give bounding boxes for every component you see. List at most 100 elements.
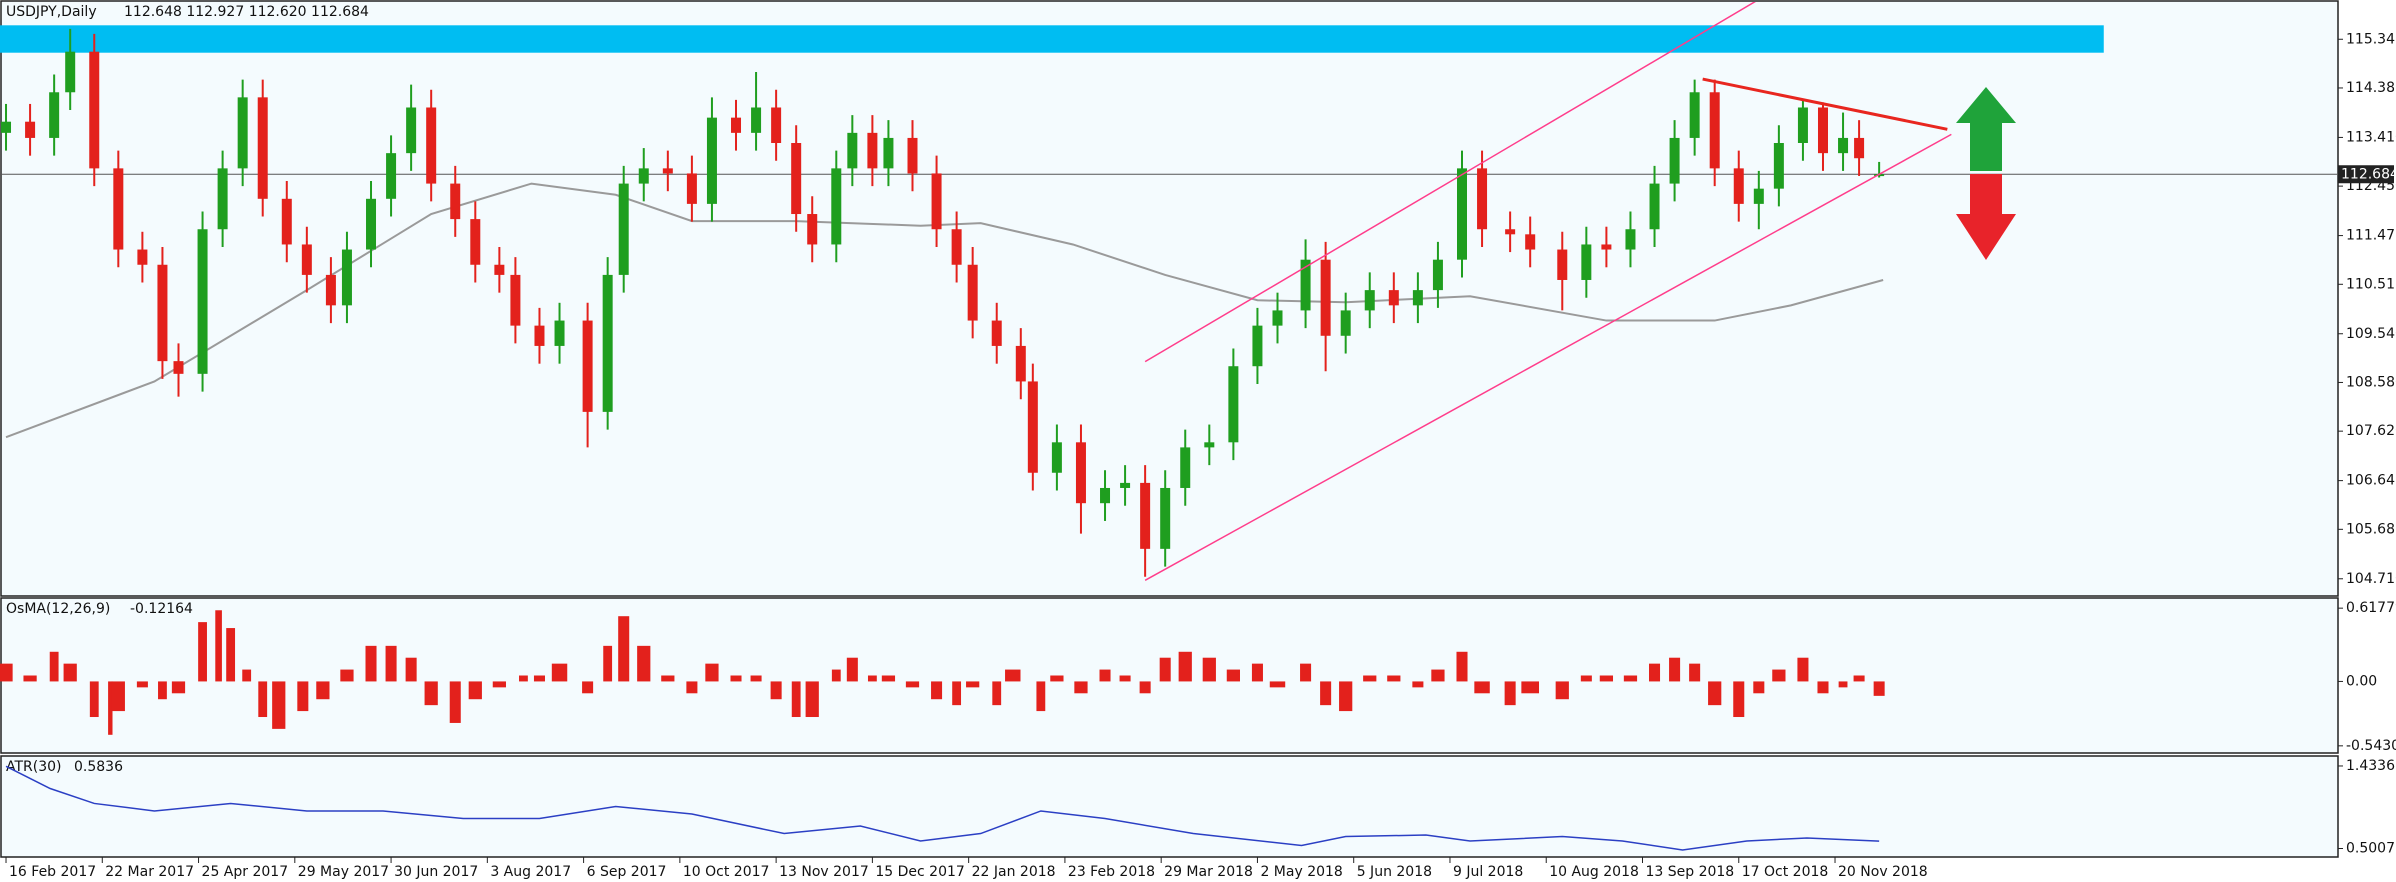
osma-bar (365, 645, 377, 682)
candle-body (494, 264, 505, 275)
osma-bar (618, 616, 630, 682)
x-tick-label: 2 May 2018 (1260, 864, 1342, 880)
candle-body (1753, 188, 1764, 204)
candle-body (1, 121, 12, 133)
osma-bar (1772, 669, 1786, 682)
x-tick-label: 29 Mar 2018 (1164, 864, 1253, 880)
osma-bar (1320, 681, 1332, 706)
osma-bar (108, 681, 113, 735)
candle-body (967, 264, 978, 321)
osma-bar (1363, 675, 1377, 682)
osma-bar (1005, 669, 1021, 682)
candle-body (638, 168, 649, 184)
osma-bar (468, 681, 482, 700)
x-tick-label: 22 Jan 2018 (972, 864, 1056, 880)
moving-average (5, 182, 1884, 439)
candle-body (49, 92, 60, 138)
ohlc-label: 112.648 112.927 112.620 112.684 (124, 4, 369, 20)
candle-body (301, 244, 312, 275)
candle-body (341, 249, 352, 306)
x-tick-label: 20 Nov 2018 (1838, 864, 1928, 880)
osma-bar (992, 681, 1002, 706)
osma-bar (1797, 657, 1809, 682)
candle-body (281, 198, 292, 245)
candle-body (1075, 442, 1086, 504)
candle-body (1228, 366, 1239, 443)
osma-bar (1599, 675, 1614, 682)
candle-body (470, 219, 481, 265)
osma-bar (770, 681, 782, 700)
candle-body (450, 183, 461, 220)
osma-bar (533, 675, 545, 682)
osma-bar (0, 663, 13, 682)
candle-body (1525, 234, 1536, 250)
osma-bar (1708, 681, 1722, 706)
osma-bar (215, 610, 222, 682)
osma-bar (198, 622, 207, 682)
y-tick-label: 108.580 (2346, 374, 2396, 390)
price-label-bg (2338, 165, 2394, 184)
candle-body (1432, 259, 1443, 291)
osma-bar (1269, 681, 1286, 688)
x-tick-label: 13 Sep 2018 (1645, 864, 1734, 880)
osma-bar (316, 681, 330, 700)
candle-body (1709, 92, 1720, 169)
price-label: 112.684 (2341, 166, 2396, 182)
osma-bar (1580, 675, 1592, 682)
y-tick-label: 1.4336 (2346, 758, 2395, 774)
candle-body (137, 249, 148, 265)
osma-bar (1753, 681, 1765, 694)
osma-bar (1074, 681, 1088, 694)
candle-body (602, 274, 613, 412)
candle-body (1838, 137, 1849, 154)
candle-body (554, 320, 565, 346)
osma-bar (449, 681, 461, 723)
candle-body (951, 229, 962, 265)
osma-bar (1853, 675, 1865, 682)
osma-bar (1119, 675, 1131, 682)
osma-bar (1504, 681, 1516, 706)
osma-label: OsMA(12,26,9) (6, 601, 110, 617)
osma-bar (1251, 663, 1263, 682)
osma-bar (905, 681, 920, 688)
candle-body (1689, 92, 1700, 138)
x-tick-label: 6 Sep 2017 (587, 864, 667, 880)
candle-body (1854, 137, 1865, 159)
y-tick-label: 111.475 (2346, 228, 2396, 244)
osma-bar (1412, 681, 1424, 688)
x-tick-label: 30 Jun 2017 (394, 864, 478, 880)
osma-bar (1431, 669, 1445, 682)
zone (0, 25, 2104, 53)
candle-body (991, 320, 1002, 346)
osma-bar (881, 675, 896, 682)
osma-bar (1300, 663, 1312, 682)
osma-bar (966, 681, 980, 688)
candle-body (534, 325, 545, 346)
candle-body (831, 168, 842, 245)
osma-bar (1689, 663, 1701, 682)
osma-bar (952, 681, 962, 706)
candle-body (1140, 482, 1151, 549)
x-tick-label: 17 Oct 2018 (1742, 864, 1829, 880)
atr-panel (0, 755, 2339, 858)
osma-bar (1649, 663, 1661, 682)
candle-body (386, 153, 397, 199)
x-tick-label: 9 Jul 2018 (1453, 864, 1523, 880)
osma-bar (637, 645, 651, 682)
osma-bar (1159, 657, 1171, 682)
osma-bar (297, 681, 309, 712)
osma-bar (1623, 675, 1638, 682)
trendline (1702, 77, 1948, 131)
x-tick-label: 10 Oct 2017 (683, 864, 770, 880)
candle-body (706, 117, 717, 204)
candle-body (510, 274, 521, 326)
osma-bar (272, 681, 286, 729)
osma-bar (1456, 651, 1468, 682)
candle-body (1120, 482, 1131, 488)
y-tick-label: 0.00 (2346, 673, 2377, 689)
candle-body (931, 173, 942, 230)
candle-body (1388, 290, 1399, 306)
osma-bar (111, 681, 125, 712)
x-tick-label: 23 Feb 2018 (1068, 864, 1155, 880)
